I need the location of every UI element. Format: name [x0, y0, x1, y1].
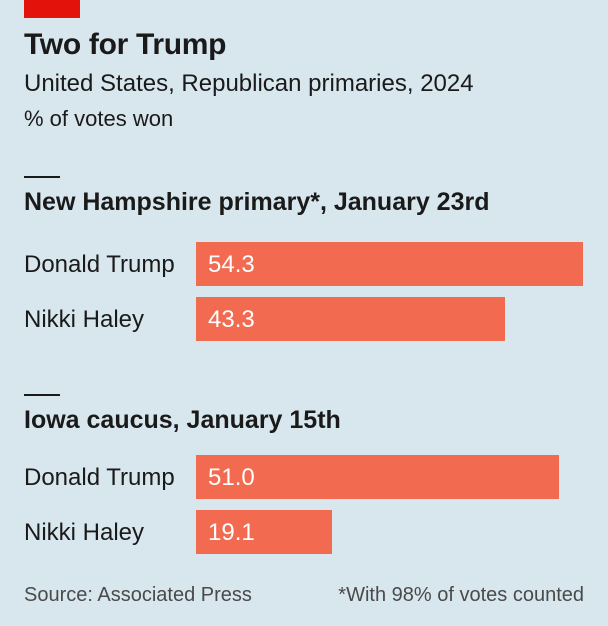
brand-red-tag: [24, 0, 80, 18]
bar: [196, 510, 332, 554]
bar-row: Donald Trump 51.0: [0, 455, 608, 499]
bar-category-label: Nikki Haley: [24, 519, 145, 546]
bar-value-label: 43.3: [208, 306, 255, 333]
chart-subtitle: United States, Republican primaries, 202…: [24, 70, 474, 97]
bar: [196, 297, 505, 341]
chart-unit: % of votes won: [24, 106, 174, 131]
panel-rule: [24, 394, 60, 396]
bar-row: Nikki Haley 19.1: [0, 510, 608, 554]
chart-title: Two for Trump: [24, 28, 227, 61]
source-note: Source: Associated Press: [24, 584, 252, 606]
footnote: *With 98% of votes counted: [338, 584, 584, 606]
panel-title: New Hampshire primary*, January 23rd: [24, 188, 490, 216]
bar-value-label: 51.0: [208, 464, 255, 491]
bar-category-label: Nikki Haley: [24, 306, 145, 333]
panel-rule: [24, 176, 60, 178]
bar-category-label: Donald Trump: [24, 464, 175, 491]
bar-category-label: Donald Trump: [24, 251, 175, 278]
bar-value-label: 54.3: [208, 251, 255, 278]
bar: [196, 455, 559, 499]
bar-value-label: 19.1: [208, 519, 255, 546]
bar: [196, 242, 583, 286]
bar-row: Donald Trump 54.3: [0, 242, 608, 286]
panel-title: Iowa caucus, January 15th: [24, 406, 341, 434]
bar-row: Nikki Haley 43.3: [0, 297, 608, 341]
